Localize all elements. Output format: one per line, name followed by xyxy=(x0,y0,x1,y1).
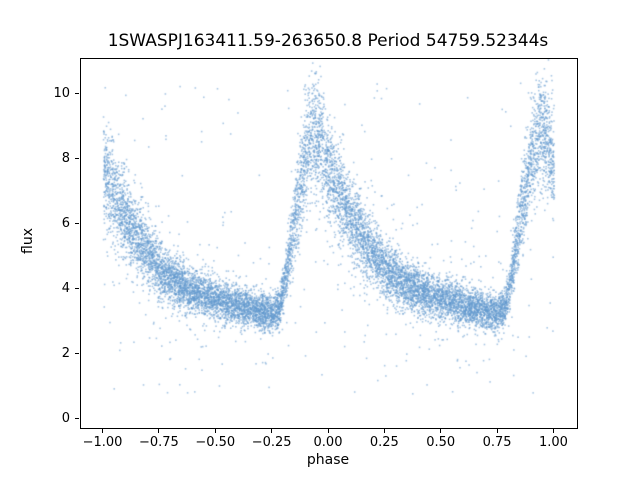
x-tick-label: 1.00 xyxy=(538,435,568,450)
x-tick-mark xyxy=(440,429,442,433)
x-tick-label: −0.75 xyxy=(138,435,179,450)
y-tick-mark xyxy=(75,418,79,420)
y-tick-label: 0 xyxy=(61,410,70,426)
x-tick-label: 0.50 xyxy=(426,435,456,450)
y-tick-label: 8 xyxy=(61,150,70,166)
chart-title: 1SWASPJ163411.59-263650.8 Period 54759.5… xyxy=(107,31,549,51)
x-tick-label: −0.50 xyxy=(195,435,236,450)
x-tick-mark xyxy=(214,429,216,433)
y-tick-mark xyxy=(75,353,79,355)
y-tick-mark xyxy=(75,223,79,225)
x-tick-label: 0.00 xyxy=(313,435,343,450)
y-tick-mark xyxy=(75,288,79,290)
x-tick-mark xyxy=(383,429,385,433)
x-tick-mark xyxy=(271,429,273,433)
y-tick-label: 4 xyxy=(61,280,70,296)
x-tick-label: 0.75 xyxy=(482,435,512,450)
y-axis-label: flux xyxy=(20,228,36,254)
x-axis-label: phase xyxy=(306,452,350,468)
y-tick-label: 6 xyxy=(61,215,70,231)
scatter-canvas xyxy=(81,59,577,428)
x-tick-mark xyxy=(102,429,104,433)
x-tick-mark xyxy=(158,429,160,433)
plot-area xyxy=(80,58,578,429)
x-tick-mark xyxy=(327,429,329,433)
x-tick-label: −0.25 xyxy=(251,435,292,450)
x-tick-mark xyxy=(496,429,498,433)
y-tick-mark xyxy=(75,158,79,160)
y-tick-mark xyxy=(75,93,79,95)
x-tick-label: −1.00 xyxy=(82,435,123,450)
y-tick-label: 10 xyxy=(53,85,70,101)
y-tick-label: 2 xyxy=(61,345,70,361)
x-tick-mark xyxy=(552,429,554,433)
x-tick-label: 0.25 xyxy=(369,435,399,450)
